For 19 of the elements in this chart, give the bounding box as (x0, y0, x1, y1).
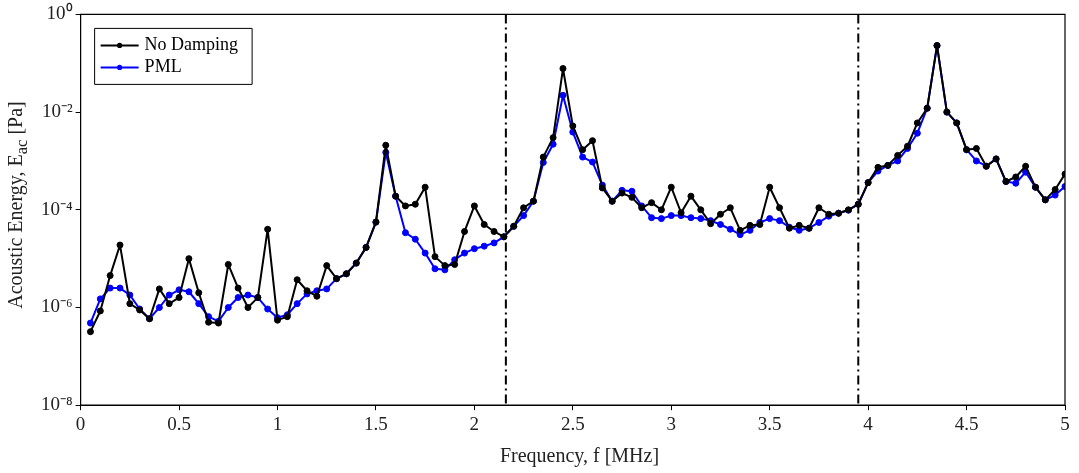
y-tick-label: 10⁰ (46, 2, 73, 24)
x-tick-label: 2.5 (560, 412, 585, 434)
legend-label: PML (144, 56, 182, 77)
x-tick-label: 5 (1060, 412, 1070, 434)
x-tick-label: 1.5 (364, 412, 388, 434)
legend-label: No Damping (144, 34, 239, 55)
y-tick-label: 10⁻⁶ (41, 295, 73, 317)
y-tick-label: 10⁻⁸ (41, 393, 73, 415)
y-tick-label: 10⁻² (41, 100, 73, 122)
x-tick-label: 3 (666, 412, 676, 434)
y-tick-label: 10⁻⁴ (41, 197, 73, 219)
x-tick-label: 4.5 (954, 412, 979, 434)
x-tick-label: 0.5 (167, 412, 191, 434)
x-tick-label: 1 (272, 412, 283, 434)
x-tick-label: 2 (469, 412, 480, 434)
x-tick-label: 4 (863, 412, 874, 434)
x-tick-label: 0 (75, 412, 86, 434)
x-tick-label: 3.5 (757, 412, 782, 434)
x-axis-title: Frequency, f [MHz] (498, 444, 661, 467)
